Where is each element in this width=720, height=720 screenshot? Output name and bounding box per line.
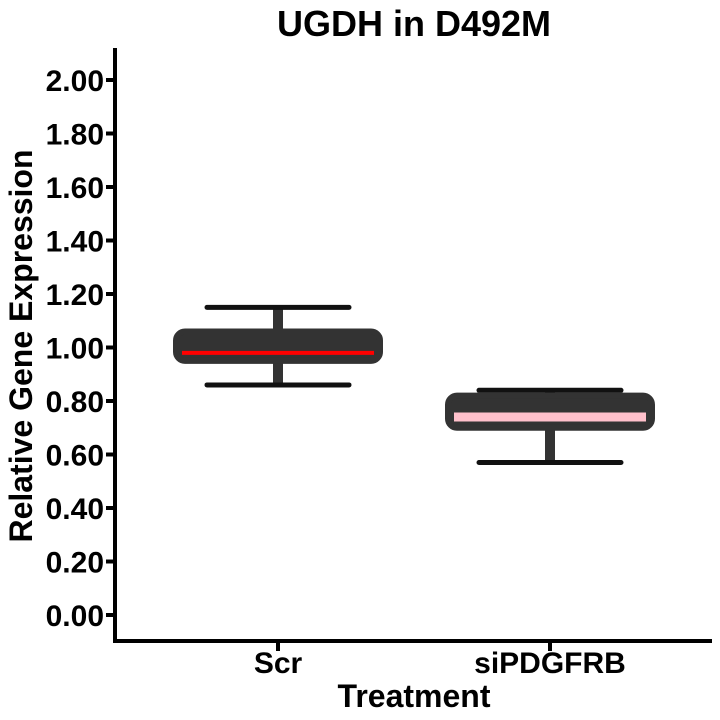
y-tick-label: 1.00 [46, 333, 104, 366]
y-tick-label: 1.40 [46, 226, 104, 259]
chart-title: UGDH in D492M [277, 3, 551, 44]
x-axis-title: Treatment [338, 678, 491, 714]
box-iqr [445, 392, 655, 431]
box-group [173, 304, 655, 466]
y-tick-label: 0.20 [46, 547, 104, 580]
y-tick-label: 1.80 [46, 119, 104, 152]
y-tick-label: 1.60 [46, 172, 104, 205]
y-tick-label: 0.80 [46, 386, 104, 419]
y-tick-label: 2.00 [46, 65, 104, 98]
y-tick-label: 0.00 [46, 600, 104, 633]
y-tick-label: 0.60 [46, 440, 104, 473]
y-axis-title: Relative Gene Expression [3, 149, 39, 542]
x-axis-ticks: Scr siPDGFRB [254, 643, 626, 680]
y-tick-label: 1.20 [46, 279, 104, 312]
x-tick-label: Scr [254, 647, 303, 680]
y-axis-ticks: 0.00 0.20 0.40 0.60 0.80 1.00 1.20 1.40 1.60 1.80… [46, 65, 114, 633]
y-tick-label: 0.40 [46, 493, 104, 526]
box-Scr [173, 304, 383, 388]
x-tick-label: siPDGFRB [474, 647, 626, 680]
box-siPDGFRB [445, 387, 655, 466]
box-iqr [173, 328, 383, 364]
